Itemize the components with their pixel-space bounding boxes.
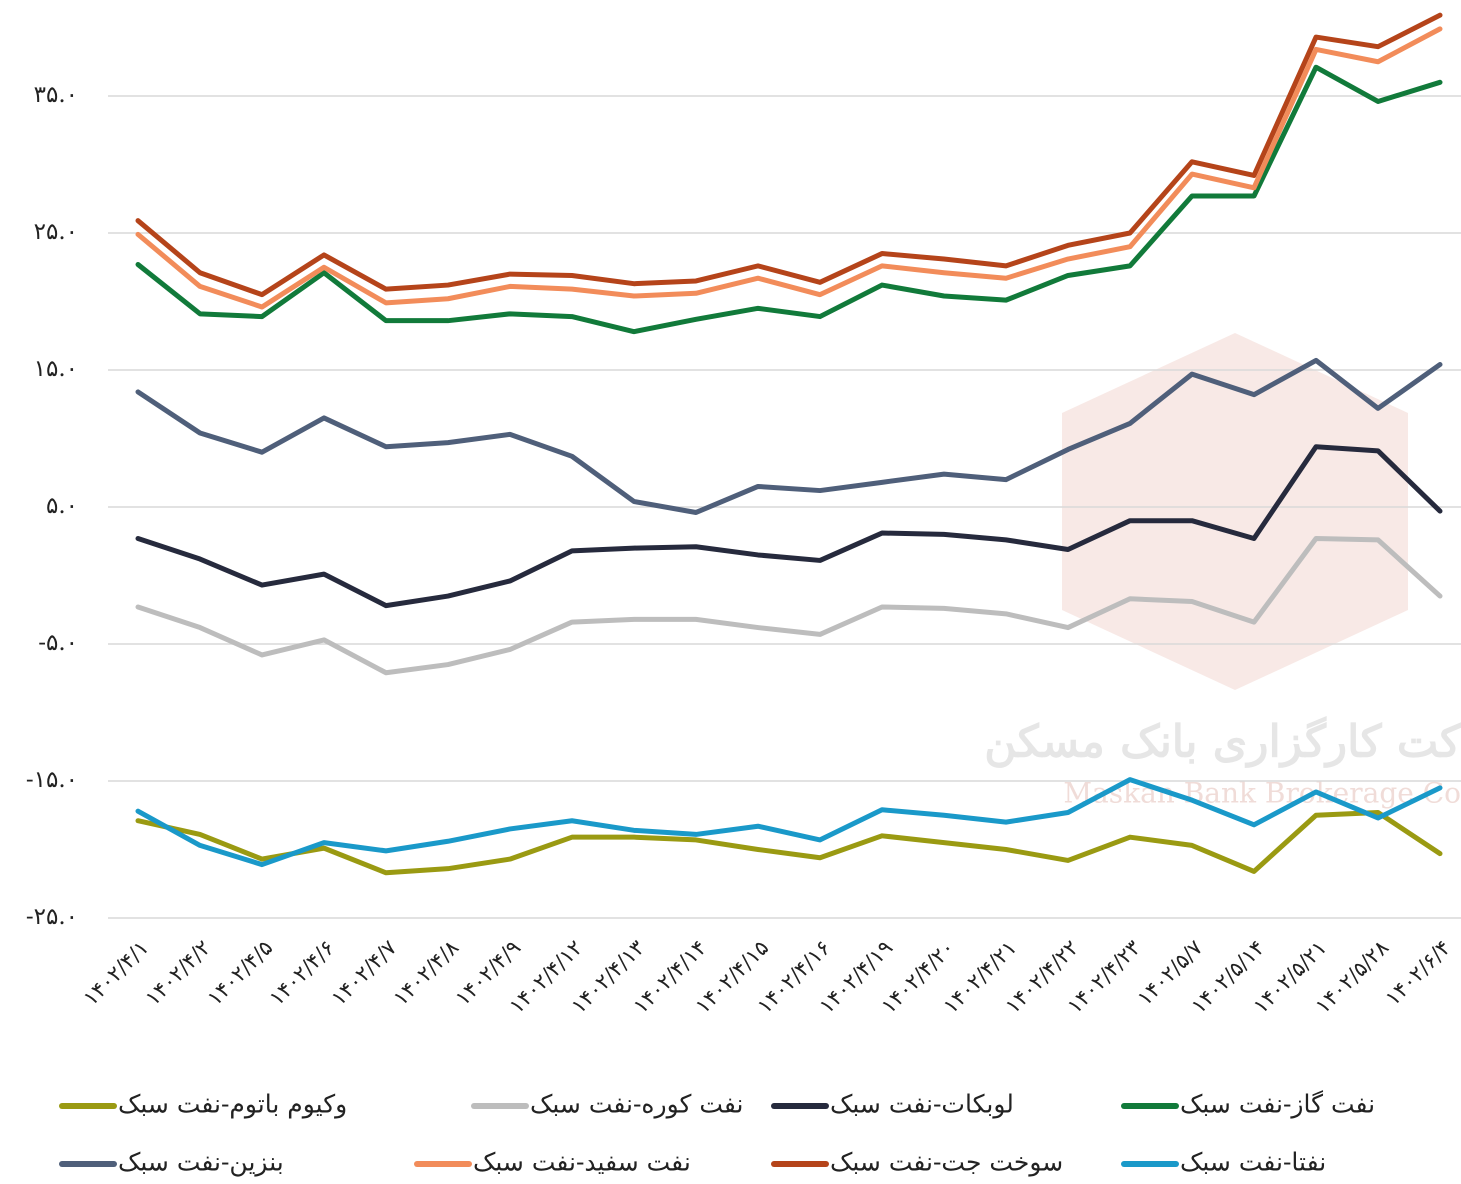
series-line [135,810,1443,876]
series-line [135,357,1443,515]
x-tick-label: ۱۴۰۲/۴/۸ [389,935,464,1010]
x-tick-label: ۱۴۰۲/۴/۷ [327,935,402,1010]
watermark-text: کت کارگزاری بانک مسکن [984,716,1461,769]
legend-label: نفت گاز-نفت سبک [1180,1090,1375,1120]
legend-label: بنزین-نفت سبک [118,1148,284,1178]
x-tick-label: ۱۴۰۲/۴/۱ [79,935,154,1010]
x-tick-label: ۱۴۰۲/۴/۵ [203,935,278,1010]
y-tick-label: ۲۵.۰ [34,219,78,245]
x-tick-label: ۱۴۰۲/۶/۴ [1381,935,1456,1010]
series-line [135,777,1443,868]
x-tick-label: ۱۴۰۲/۴/۲ [141,935,216,1010]
series-line [135,444,1443,609]
y-tick-label: ۵.۰ [46,493,78,519]
legend-label: لوبکات-نفت سبک [830,1090,1014,1120]
legend-label: وکیوم باتوم-نفت سبک [118,1090,347,1120]
legend-label: نفت کوره-نفت سبک [530,1090,744,1120]
y-tick-label: -۱۵.۰ [26,767,78,793]
legend-label: سوخت جت-نفت سبک [830,1148,1063,1178]
x-tick-label: ۱۴۰۲/۴/۶ [265,935,340,1010]
legend-label: نفتا-نفت سبک [1180,1148,1326,1177]
series-line [135,12,1443,298]
series-line [135,26,1443,310]
y-tick-label: ۳۵.۰ [34,82,78,108]
legend-label: نفت سفید-نفت سبک [473,1148,691,1177]
y-tick-label: -۲۵.۰ [26,904,78,930]
y-tick-label: ۱۵.۰ [34,356,78,382]
series-line [135,536,1443,676]
y-tick-label: -۵.۰ [38,630,78,656]
series-line [135,64,1443,335]
